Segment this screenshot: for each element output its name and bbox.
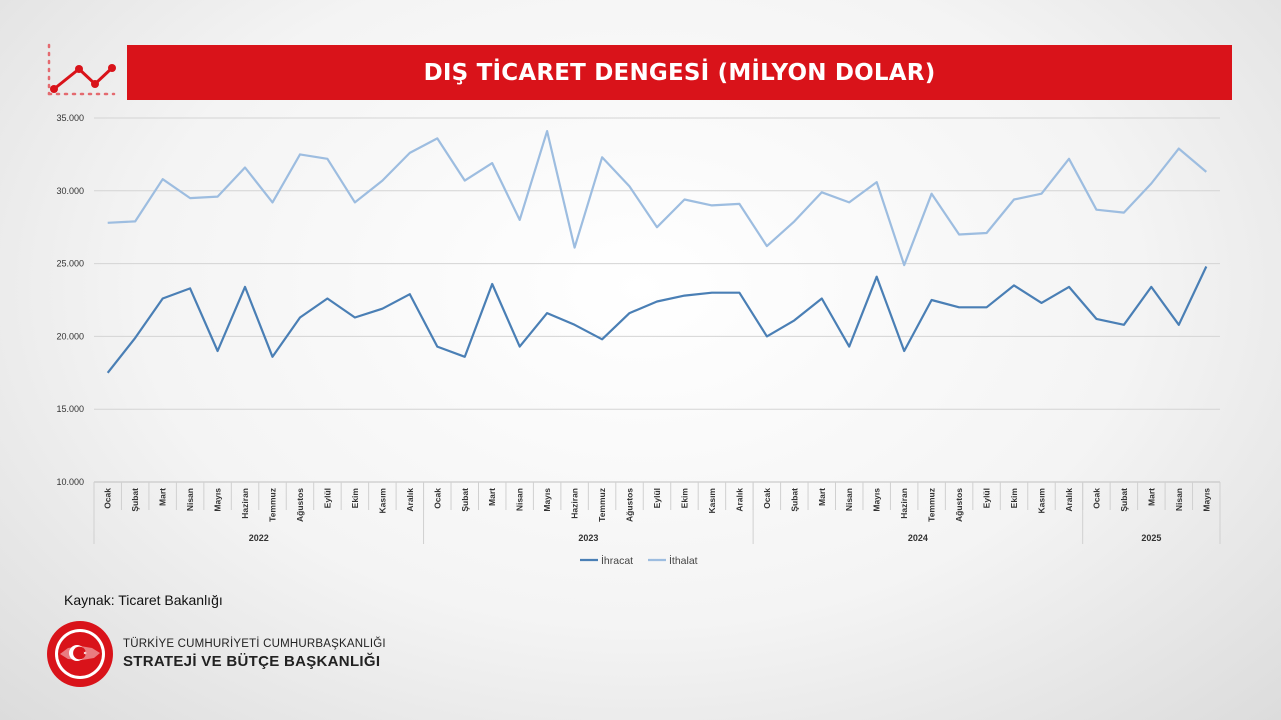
- turkish-seal-icon: [47, 621, 113, 687]
- x-tick-label: Mart: [487, 488, 497, 506]
- x-tick-label: Ocak: [1091, 488, 1101, 509]
- y-tick-label: 25.000: [56, 259, 84, 269]
- x-tick-label: Haziran: [240, 488, 250, 519]
- x-tick-label: Nisan: [1174, 488, 1184, 511]
- y-tick-label: 20.000: [56, 331, 84, 341]
- x-tick-label: Ocak: [762, 488, 772, 509]
- y-tick-label: 15.000: [56, 404, 84, 414]
- x-tick-label: Ekim: [1009, 488, 1019, 509]
- x-tick-label: Eylül: [982, 488, 992, 508]
- year-label: 2025: [1141, 533, 1161, 543]
- year-label: 2023: [578, 533, 598, 543]
- x-tick-label: Mayıs: [213, 488, 223, 512]
- legend-label: İthalat: [669, 554, 698, 567]
- x-tick-label: Mart: [817, 488, 827, 506]
- series-line-ihracat: [106, 266, 1208, 374]
- x-tick-label: Mart: [158, 488, 168, 506]
- x-tick-label: Temmuz: [268, 488, 278, 522]
- x-tick-label: Aralık: [734, 488, 744, 512]
- source-note: Kaynak: Ticaret Bakanlığı: [64, 592, 223, 608]
- org-name-line1: TÜRKİYE CUMHURİYETİ CUMHURBAŞKANLIĞI: [123, 638, 386, 650]
- x-tick-label: Eylül: [652, 488, 662, 508]
- year-label: 2024: [908, 533, 928, 543]
- x-tick-label: Mayıs: [872, 488, 882, 512]
- x-tick-label: Mayıs: [1201, 488, 1211, 512]
- x-tick-label: Ağustos: [954, 488, 964, 522]
- x-tick-label: Nisan: [185, 488, 195, 511]
- x-tick-label: Mart: [1146, 488, 1156, 506]
- x-tick-label: Ekim: [679, 488, 689, 509]
- page-title: DIŞ TİCARET DENGESİ (MİLYON DOLAR): [127, 45, 1232, 100]
- x-tick-label: Temmuz: [927, 488, 937, 522]
- y-tick-label: 30.000: [56, 186, 84, 196]
- line-chart: 10.000 15.000 20.000 25.000 30.000 35.000 Ocak…: [56, 113, 1221, 567]
- x-tick-label: Eylül: [322, 488, 332, 508]
- legend-label: İhracat: [601, 554, 633, 567]
- x-tick-label: Nisan: [515, 488, 525, 511]
- x-tick-label: Şubat: [460, 488, 470, 512]
- x-tick-label: Mayıs: [542, 488, 552, 512]
- x-tick-label: Şubat: [130, 488, 140, 512]
- x-tick-label: Haziran: [570, 488, 580, 519]
- x-tick-label: Ağustos: [295, 488, 305, 522]
- x-tick-label: Nisan: [844, 488, 854, 511]
- x-tick-label: Temmuz: [597, 488, 607, 522]
- x-tick-label: Aralık: [1064, 488, 1074, 512]
- x-tick-label: Kasım: [1036, 488, 1046, 514]
- x-tick-label: Ekim: [350, 488, 360, 509]
- org-name-line2: STRATEJİ VE BÜTÇE BAŞKANLIĞI: [123, 653, 381, 670]
- x-tick-label: Aralık: [405, 488, 415, 512]
- y-tick-label: 35.000: [56, 113, 84, 123]
- year-label: 2022: [249, 533, 269, 543]
- line-chart-icon: [47, 43, 116, 96]
- x-tick-label: Ocak: [103, 488, 113, 509]
- series-line-ithalat: [107, 130, 1208, 267]
- x-tick-label: Şubat: [1119, 488, 1129, 512]
- y-tick-label: 10.000: [56, 477, 84, 487]
- x-tick-label: Ağustos: [625, 488, 635, 522]
- x-tick-label: Kasım: [377, 488, 387, 514]
- x-tick-label: Kasım: [707, 488, 717, 514]
- x-tick-label: Şubat: [789, 488, 799, 512]
- x-tick-label: Haziran: [899, 488, 909, 519]
- x-tick-label: Ocak: [432, 488, 442, 509]
